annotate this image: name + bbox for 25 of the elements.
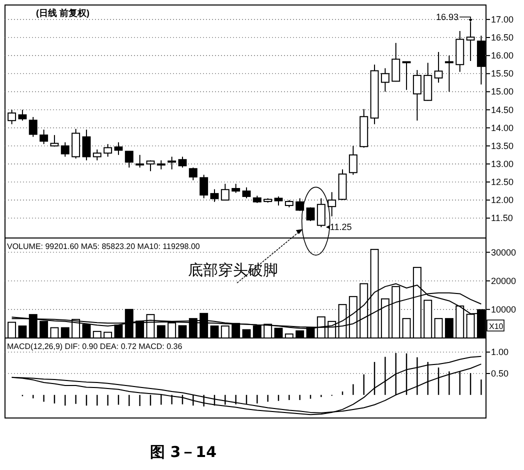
y-tick-label: 30000: [491, 247, 516, 258]
text: MACD(12,26,9) DIF: 0.90 DEA: 0.72 MACD: 0.36: [7, 342, 183, 351]
y-tick-label: 13.50: [491, 140, 514, 151]
text: X10: [489, 322, 504, 331]
y-tick-label: 11.50: [491, 213, 513, 224]
y-tick-label: 12.50: [491, 177, 514, 188]
y-tick-label: 17.00: [491, 14, 514, 24]
y-tick-label: 15.50: [491, 68, 514, 79]
y-tick-label: 12.00: [491, 195, 514, 206]
y-tick-label: 14.50: [491, 104, 514, 115]
y-tick-label: 16.50: [491, 32, 514, 43]
y-tick-label: 14.00: [491, 122, 514, 133]
y-tick-label: 10000: [491, 304, 516, 314]
y-tick-label: 20000: [491, 276, 516, 286]
y-tick-label: 13.00: [491, 158, 514, 169]
y-tick-label: 15.00: [491, 86, 514, 97]
annotation: 16.93: [436, 12, 459, 22]
annotation: 11.25: [330, 222, 352, 232]
y-tick-label: 1.00: [491, 347, 509, 358]
annotation: 底部穿头破脚: [188, 261, 278, 279]
chart-title: (日线 前复权): [36, 8, 90, 18]
y-tick-label: 16.00: [491, 50, 514, 61]
y-tick-label: 0.50: [491, 368, 509, 379]
text: VOLUME: 99201.60 MA5: 85823.20 MA10: 119298.00: [7, 242, 200, 251]
caption: 图 3－14: [150, 443, 217, 461]
